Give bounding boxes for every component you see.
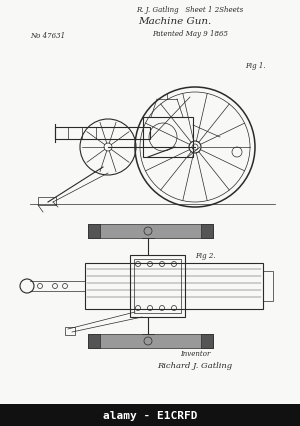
Bar: [134, 259, 181, 313]
Bar: [0, 404, 300, 426]
Bar: [263, 271, 273, 301]
Text: Patented May 9 1865: Patented May 9 1865: [152, 30, 228, 38]
Text: Inventor: Inventor: [180, 349, 210, 357]
Bar: [55, 128, 150, 140]
Bar: [38, 198, 56, 205]
Text: Machine Gun.: Machine Gun.: [138, 17, 212, 26]
Bar: [88, 225, 213, 239]
Text: No 47631: No 47631: [30, 32, 65, 40]
Bar: [65, 327, 75, 335]
Bar: [88, 225, 100, 239]
Text: R. J. Gatling   Sheet 1 2Sheets: R. J. Gatling Sheet 1 2Sheets: [136, 6, 244, 14]
Bar: [201, 334, 213, 348]
Text: Fig 2.: Fig 2.: [195, 251, 216, 259]
Bar: [130, 256, 185, 317]
Text: Richard J. Gatling: Richard J. Gatling: [158, 361, 232, 369]
Bar: [88, 334, 213, 348]
Text: Fig 1.: Fig 1.: [245, 62, 266, 70]
Bar: [88, 334, 100, 348]
Text: alamy - E1CRFD: alamy - E1CRFD: [103, 410, 197, 420]
Bar: [201, 225, 213, 239]
Bar: [143, 118, 193, 158]
Bar: [85, 263, 263, 309]
